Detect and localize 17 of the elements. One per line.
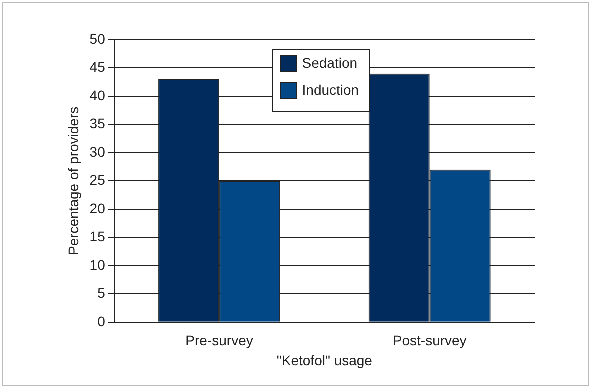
x-tick-label: Pre-survey	[186, 332, 254, 349]
y-tick-label: 30	[90, 144, 106, 160]
y-tick-label: 15	[90, 228, 106, 245]
x-tick-label: Post-survey	[392, 332, 467, 349]
y-tick-label: 45	[90, 59, 106, 76]
y-tick-label: 10	[90, 256, 106, 273]
legend-label: Sedation	[302, 54, 358, 71]
y-tick-label: 50	[90, 30, 106, 47]
y-tick-label: 5	[98, 285, 106, 302]
x-axis-title: "Ketofol" usage	[276, 352, 373, 368]
y-axis-title: Percentage of providers	[65, 106, 82, 256]
y-tick-label: 20	[90, 200, 106, 216]
y-tick-label: 0	[98, 313, 106, 330]
y-tick-label: 25	[90, 172, 106, 188]
legend-label: Induction	[302, 82, 360, 98]
y-tick-label: 40	[90, 87, 106, 104]
y-tick-label: 35	[90, 116, 106, 132]
